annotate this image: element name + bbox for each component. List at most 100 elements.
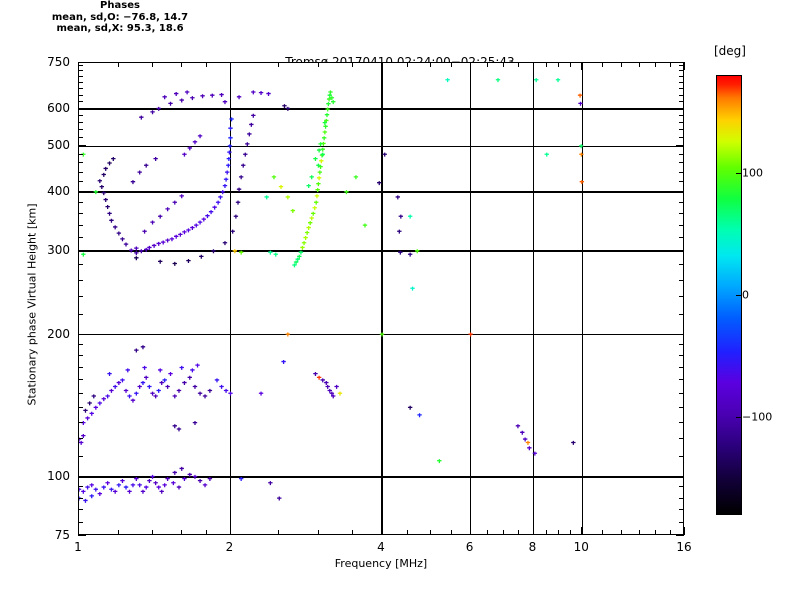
y-axis-tick bbox=[679, 422, 684, 423]
data-point bbox=[103, 197, 108, 202]
data-point bbox=[285, 332, 291, 337]
x-axis-tick bbox=[151, 530, 153, 535]
data-point bbox=[577, 93, 583, 98]
data-point bbox=[140, 380, 146, 385]
data-point bbox=[182, 380, 187, 385]
data-point bbox=[182, 152, 187, 157]
data-point bbox=[116, 483, 122, 488]
data-point bbox=[220, 190, 225, 195]
data-point bbox=[93, 190, 99, 195]
data-point bbox=[156, 241, 161, 246]
data-point bbox=[150, 391, 155, 396]
x-axis-tick bbox=[581, 527, 583, 535]
data-point bbox=[223, 177, 229, 182]
data-point bbox=[147, 384, 152, 389]
y-axis-tick bbox=[676, 191, 684, 193]
x-axis-tick bbox=[487, 62, 489, 67]
data-point bbox=[150, 474, 155, 479]
data-point bbox=[195, 363, 200, 368]
data-point bbox=[298, 250, 304, 255]
data-point bbox=[266, 91, 271, 96]
y-axis-tick bbox=[78, 62, 86, 63]
data-point bbox=[125, 368, 130, 373]
x-axis-tick bbox=[429, 62, 431, 67]
data-point bbox=[176, 427, 182, 432]
y-axis-tick bbox=[679, 296, 684, 298]
x-axis-tick bbox=[318, 530, 320, 535]
y-axis-tick bbox=[679, 366, 684, 368]
phase-stats-block: Phases mean, sd,O: −76.8, 14.7 mean, sd,… bbox=[0, 0, 240, 35]
y-axis-tick bbox=[78, 101, 83, 103]
x-axis-tick bbox=[278, 530, 280, 535]
data-point bbox=[525, 440, 531, 445]
data-point bbox=[228, 126, 233, 131]
data-point bbox=[316, 148, 322, 153]
data-point bbox=[179, 98, 184, 103]
data-point bbox=[159, 380, 164, 385]
data-point bbox=[144, 163, 149, 168]
data-point bbox=[120, 479, 125, 484]
x-axis-tick bbox=[518, 62, 520, 67]
data-point bbox=[109, 388, 114, 393]
data-point bbox=[316, 176, 322, 181]
data-point bbox=[156, 106, 161, 111]
x-axis-tick bbox=[206, 530, 208, 535]
data-point bbox=[192, 474, 198, 479]
data-point bbox=[297, 254, 302, 259]
data-point bbox=[89, 483, 94, 488]
data-point bbox=[571, 440, 576, 445]
y-axis-tick bbox=[78, 344, 83, 346]
x-axis-tick bbox=[602, 530, 604, 535]
data-point bbox=[228, 391, 233, 396]
data-point bbox=[317, 170, 323, 175]
data-point bbox=[172, 470, 177, 475]
x-axis-tick bbox=[532, 62, 534, 70]
y-axis-tick bbox=[78, 82, 83, 84]
y-axis-tick bbox=[679, 101, 684, 103]
data-point bbox=[153, 157, 158, 162]
x-axis-tick bbox=[503, 62, 505, 67]
x-axis-tick bbox=[570, 530, 572, 535]
x-tick-label: 10 bbox=[573, 540, 589, 554]
data-point bbox=[190, 368, 195, 373]
data-point bbox=[109, 487, 114, 492]
data-point bbox=[318, 142, 323, 147]
data-point bbox=[208, 210, 214, 215]
data-point bbox=[197, 220, 203, 225]
data-point bbox=[89, 494, 94, 499]
data-point bbox=[134, 348, 139, 353]
data-point bbox=[158, 214, 163, 219]
y-axis-tick bbox=[78, 137, 83, 139]
x-axis-tick bbox=[180, 530, 182, 535]
x-axis-tick bbox=[518, 530, 520, 535]
data-point bbox=[579, 180, 585, 185]
data-point bbox=[397, 229, 402, 234]
data-point bbox=[532, 451, 538, 456]
gridline-horizontal bbox=[79, 145, 683, 148]
data-point bbox=[150, 110, 155, 115]
y-axis-tick bbox=[679, 224, 684, 226]
data-point bbox=[105, 205, 110, 210]
y-axis-tick bbox=[679, 406, 684, 408]
data-point bbox=[249, 122, 254, 127]
data-point bbox=[320, 147, 325, 152]
y-axis-tick bbox=[78, 333, 86, 335]
y-axis-tick bbox=[78, 521, 83, 523]
y-axis-tick bbox=[78, 153, 83, 155]
data-point bbox=[468, 332, 473, 337]
y-axis-tick bbox=[78, 171, 83, 173]
y-axis-tick bbox=[679, 129, 684, 131]
y-axis-tick bbox=[679, 456, 684, 458]
x-axis-tick bbox=[621, 530, 623, 535]
data-point bbox=[182, 230, 187, 235]
y-axis-tick bbox=[679, 344, 684, 346]
data-point bbox=[130, 180, 136, 185]
x-axis-tick bbox=[570, 62, 572, 67]
data-point bbox=[306, 184, 311, 189]
data-point bbox=[285, 195, 291, 200]
y-axis-tick bbox=[78, 201, 83, 203]
data-point bbox=[85, 485, 90, 490]
x-axis-tick bbox=[669, 62, 671, 67]
data-point bbox=[264, 195, 269, 200]
y-axis-tick bbox=[78, 129, 83, 131]
